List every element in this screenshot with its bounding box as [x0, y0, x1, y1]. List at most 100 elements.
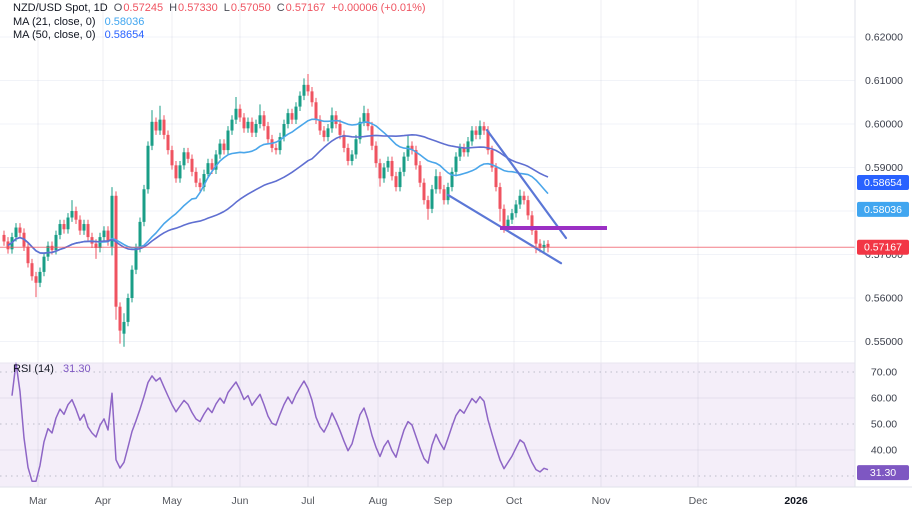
ma50-legend-row[interactable]: MA (50, close, 0) 0.58654 [13, 29, 426, 43]
candle-body [354, 139, 358, 155]
candle-body [390, 160, 394, 177]
rsi-pane-background [0, 363, 855, 487]
candle-body [502, 208, 506, 227]
rsi-axis-label: 70.00 [871, 367, 897, 379]
ohlc-letter: L [223, 2, 230, 14]
ma21-price-badge: 0.58036 [857, 201, 909, 217]
candle-body [298, 95, 302, 107]
candle-body [346, 147, 350, 161]
svg-text:0.57167: 0.57167 [864, 242, 902, 254]
ohlc-number: 0.57167 [285, 2, 326, 14]
upper-trendline-drawing[interactable] [485, 128, 568, 240]
candle-body [458, 147, 462, 157]
time-axis-label: 2026 [784, 495, 808, 507]
candle-body [498, 187, 502, 209]
candle-body [106, 230, 110, 242]
candle-body [286, 113, 290, 124]
candle-body [214, 154, 218, 170]
candle-body [442, 189, 446, 201]
candle-body [302, 84, 306, 96]
candle-body [278, 137, 282, 151]
time-axis-label: May [162, 495, 183, 507]
candle-body [222, 143, 226, 151]
candle-body [70, 211, 74, 218]
candle-body [514, 204, 518, 214]
candle-body [510, 213, 514, 220]
candle-body [242, 117, 246, 129]
candle-body [518, 195, 522, 205]
candle-body [414, 150, 418, 166]
candle-body [46, 245, 50, 257]
candle-body [258, 115, 262, 124]
candle-body [478, 126, 482, 135]
time-axis[interactable]: Mar Apr May Jun Jul Aug Sep Oct Nov Dec 2026 [29, 495, 808, 507]
ma21-label: MA (21, close, 0) [13, 15, 96, 28]
price-axis-label: 0.59000 [865, 162, 903, 174]
ma21-legend-row[interactable]: MA (21, close, 0) 0.58036 [13, 16, 426, 30]
candle-body [310, 91, 314, 103]
candle-body [238, 108, 242, 118]
ma50-value: 0.58654 [104, 29, 145, 41]
ma50-label: MA (50, close, 0) [13, 29, 96, 41]
candle-body [206, 163, 210, 175]
candle-body [490, 150, 494, 168]
candle-body [482, 126, 486, 131]
candle-body [386, 160, 390, 168]
rsi-legend[interactable]: RSI (14) 31.30 [13, 363, 91, 377]
ma50-line [7, 134, 549, 254]
candle-body [82, 224, 86, 231]
candle-body [410, 145, 414, 151]
candle-body [170, 150, 174, 166]
candle-body [358, 121, 362, 140]
rsi-label: RSI (14) [13, 363, 54, 375]
price-axis-label: 0.62000 [865, 32, 903, 44]
candle-body [234, 108, 238, 120]
candle-body [538, 243, 542, 248]
candle-body [174, 165, 178, 179]
candle-body [14, 227, 18, 238]
ohlc-values: O0.57245 H0.57330 L0.57050 C0.57167 [108, 2, 326, 14]
candle-body [162, 119, 166, 135]
candle-body [430, 189, 434, 209]
candle-body [38, 271, 42, 283]
rsi-axis-label: 50.00 [871, 419, 897, 431]
symbol-title[interactable]: NZD/USD Spot, 1D [13, 2, 108, 14]
candle-body [470, 130, 474, 142]
candle-body [318, 119, 322, 131]
candle-body [42, 256, 46, 272]
candle-body [134, 247, 138, 270]
time-axis-label: Oct [506, 495, 522, 507]
ohlc-number: 0.57330 [178, 2, 218, 14]
symbol-legend-row[interactable]: NZD/USD Spot, 1D O0.57245 H0.57330 L0.57050… [13, 2, 426, 16]
price-axis-label: 0.60000 [865, 119, 903, 131]
candle-body [402, 156, 406, 172]
ma21-value: 0.58036 [104, 15, 145, 28]
candle-body [306, 84, 310, 92]
change-value: +0.00006 (+0.01%) [331, 2, 426, 14]
time-axis-label: Apr [95, 495, 112, 507]
candle-body [522, 195, 526, 201]
candle-body [362, 113, 366, 122]
price-axis-label: 0.55000 [865, 336, 903, 348]
candle-body [506, 219, 510, 227]
candle-body [342, 134, 346, 148]
candle-body [210, 163, 214, 170]
svg-text:31.30: 31.30 [870, 467, 896, 479]
price-axis[interactable]: 0.620000.610000.600000.590000.570000.560… [865, 32, 903, 457]
candle-body [266, 126, 270, 140]
candle-body [130, 269, 134, 298]
candle-body [62, 224, 66, 230]
candle-body [294, 106, 298, 120]
candle-body [542, 244, 546, 248]
candle-body [378, 163, 382, 179]
candle-body [122, 321, 126, 334]
candle-body [418, 165, 422, 183]
candle-body [486, 130, 490, 151]
candle-body [374, 145, 378, 164]
candle-body [254, 124, 258, 133]
candle-body [466, 141, 470, 153]
candle-body [438, 176, 442, 190]
candle-body [526, 200, 530, 216]
candle-body [422, 182, 426, 201]
